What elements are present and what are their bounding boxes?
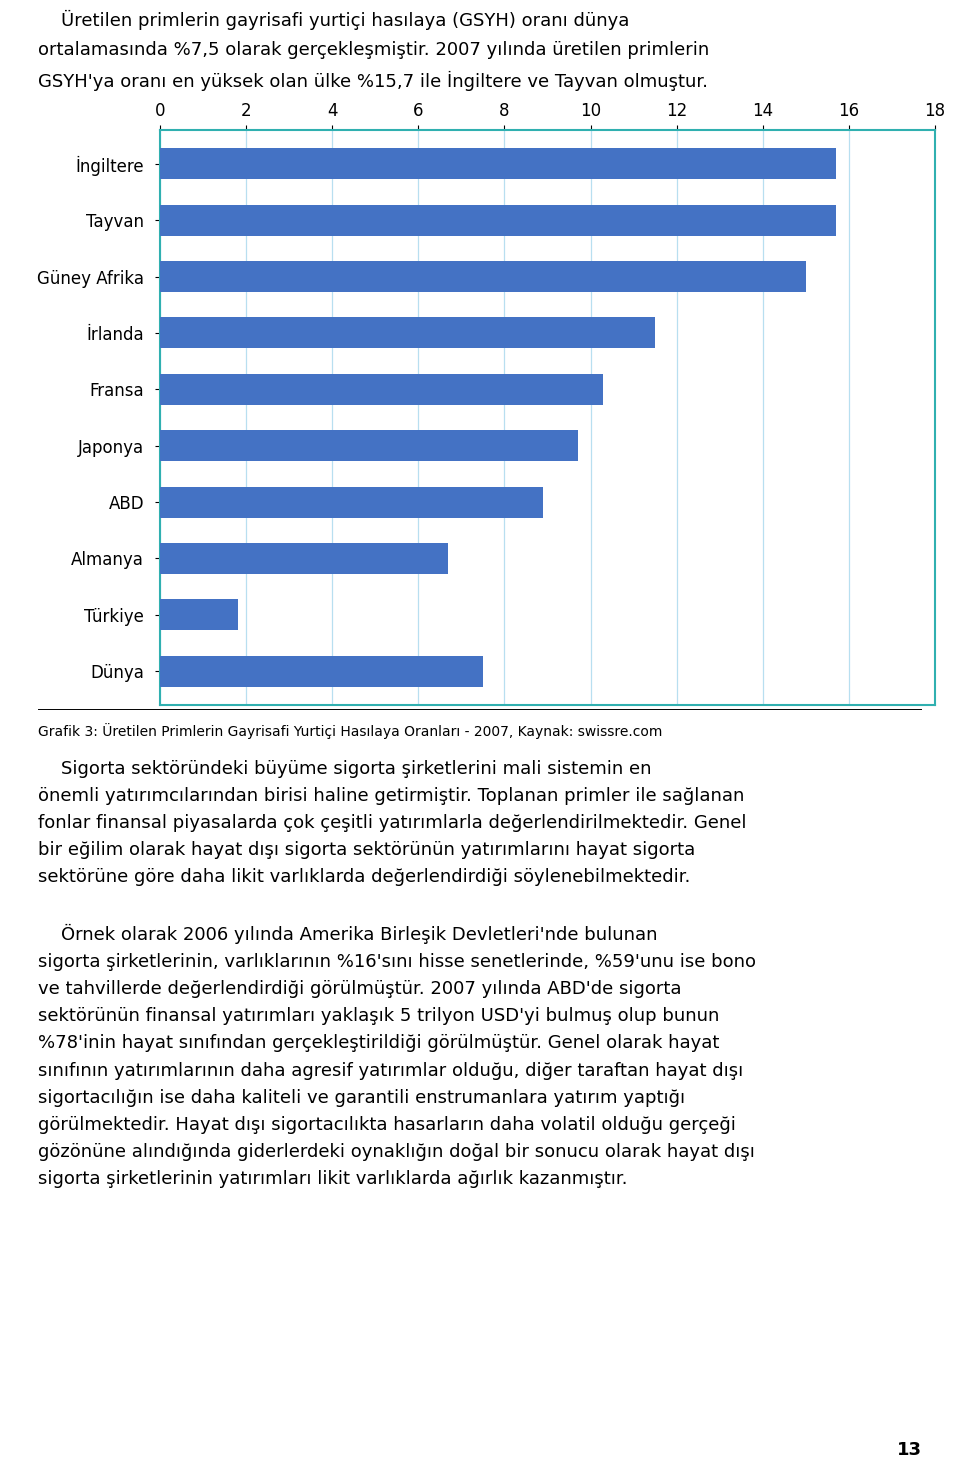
- Bar: [160, 600, 237, 631]
- Bar: [160, 656, 483, 687]
- Bar: [160, 261, 805, 292]
- Bar: [160, 542, 448, 573]
- Bar: [160, 430, 578, 461]
- Bar: [160, 205, 836, 236]
- Bar: [160, 149, 836, 180]
- Bar: [160, 374, 604, 405]
- Bar: [160, 317, 655, 348]
- Bar: [160, 486, 543, 517]
- Text: 13: 13: [897, 1442, 922, 1459]
- Text: Sigorta sektöründeki büyüme sigorta şirketlerini mali sistemin en
önemli yatırım: Sigorta sektöründeki büyüme sigorta şirk…: [38, 761, 756, 1188]
- Text: Üretilen primlerin gayrisafi yurtiçi hasılaya (GSYH) oranı dünya
ortalamasında %: Üretilen primlerin gayrisafi yurtiçi has…: [38, 10, 709, 91]
- Text: Grafik 3: Üretilen Primlerin Gayrisafi Yurtiçi Hasılaya Oranları - 2007, Kaynak:: Grafik 3: Üretilen Primlerin Gayrisafi Y…: [38, 724, 662, 738]
